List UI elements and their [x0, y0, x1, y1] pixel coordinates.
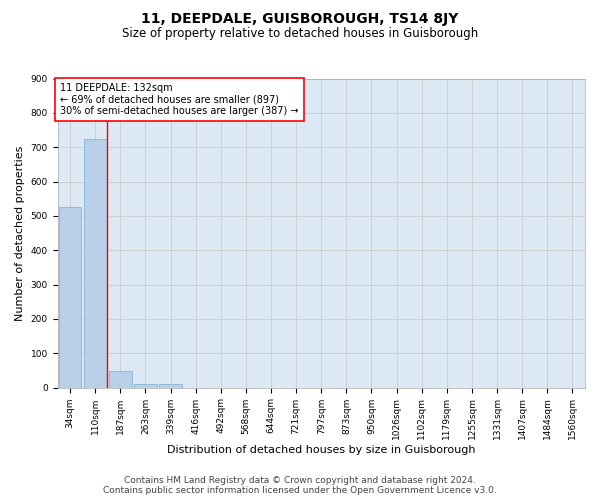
Bar — [159, 384, 182, 388]
Text: Contains HM Land Registry data © Crown copyright and database right 2024.
Contai: Contains HM Land Registry data © Crown c… — [103, 476, 497, 495]
Bar — [134, 384, 157, 388]
Text: 11 DEEPDALE: 132sqm
← 69% of detached houses are smaller (897)
30% of semi-detac: 11 DEEPDALE: 132sqm ← 69% of detached ho… — [60, 83, 299, 116]
X-axis label: Distribution of detached houses by size in Guisborough: Distribution of detached houses by size … — [167, 445, 476, 455]
Bar — [84, 139, 107, 388]
Text: 11, DEEPDALE, GUISBOROUGH, TS14 8JY: 11, DEEPDALE, GUISBOROUGH, TS14 8JY — [142, 12, 458, 26]
Bar — [59, 206, 82, 388]
Bar — [109, 372, 131, 388]
Text: Size of property relative to detached houses in Guisborough: Size of property relative to detached ho… — [122, 28, 478, 40]
Y-axis label: Number of detached properties: Number of detached properties — [15, 146, 25, 320]
